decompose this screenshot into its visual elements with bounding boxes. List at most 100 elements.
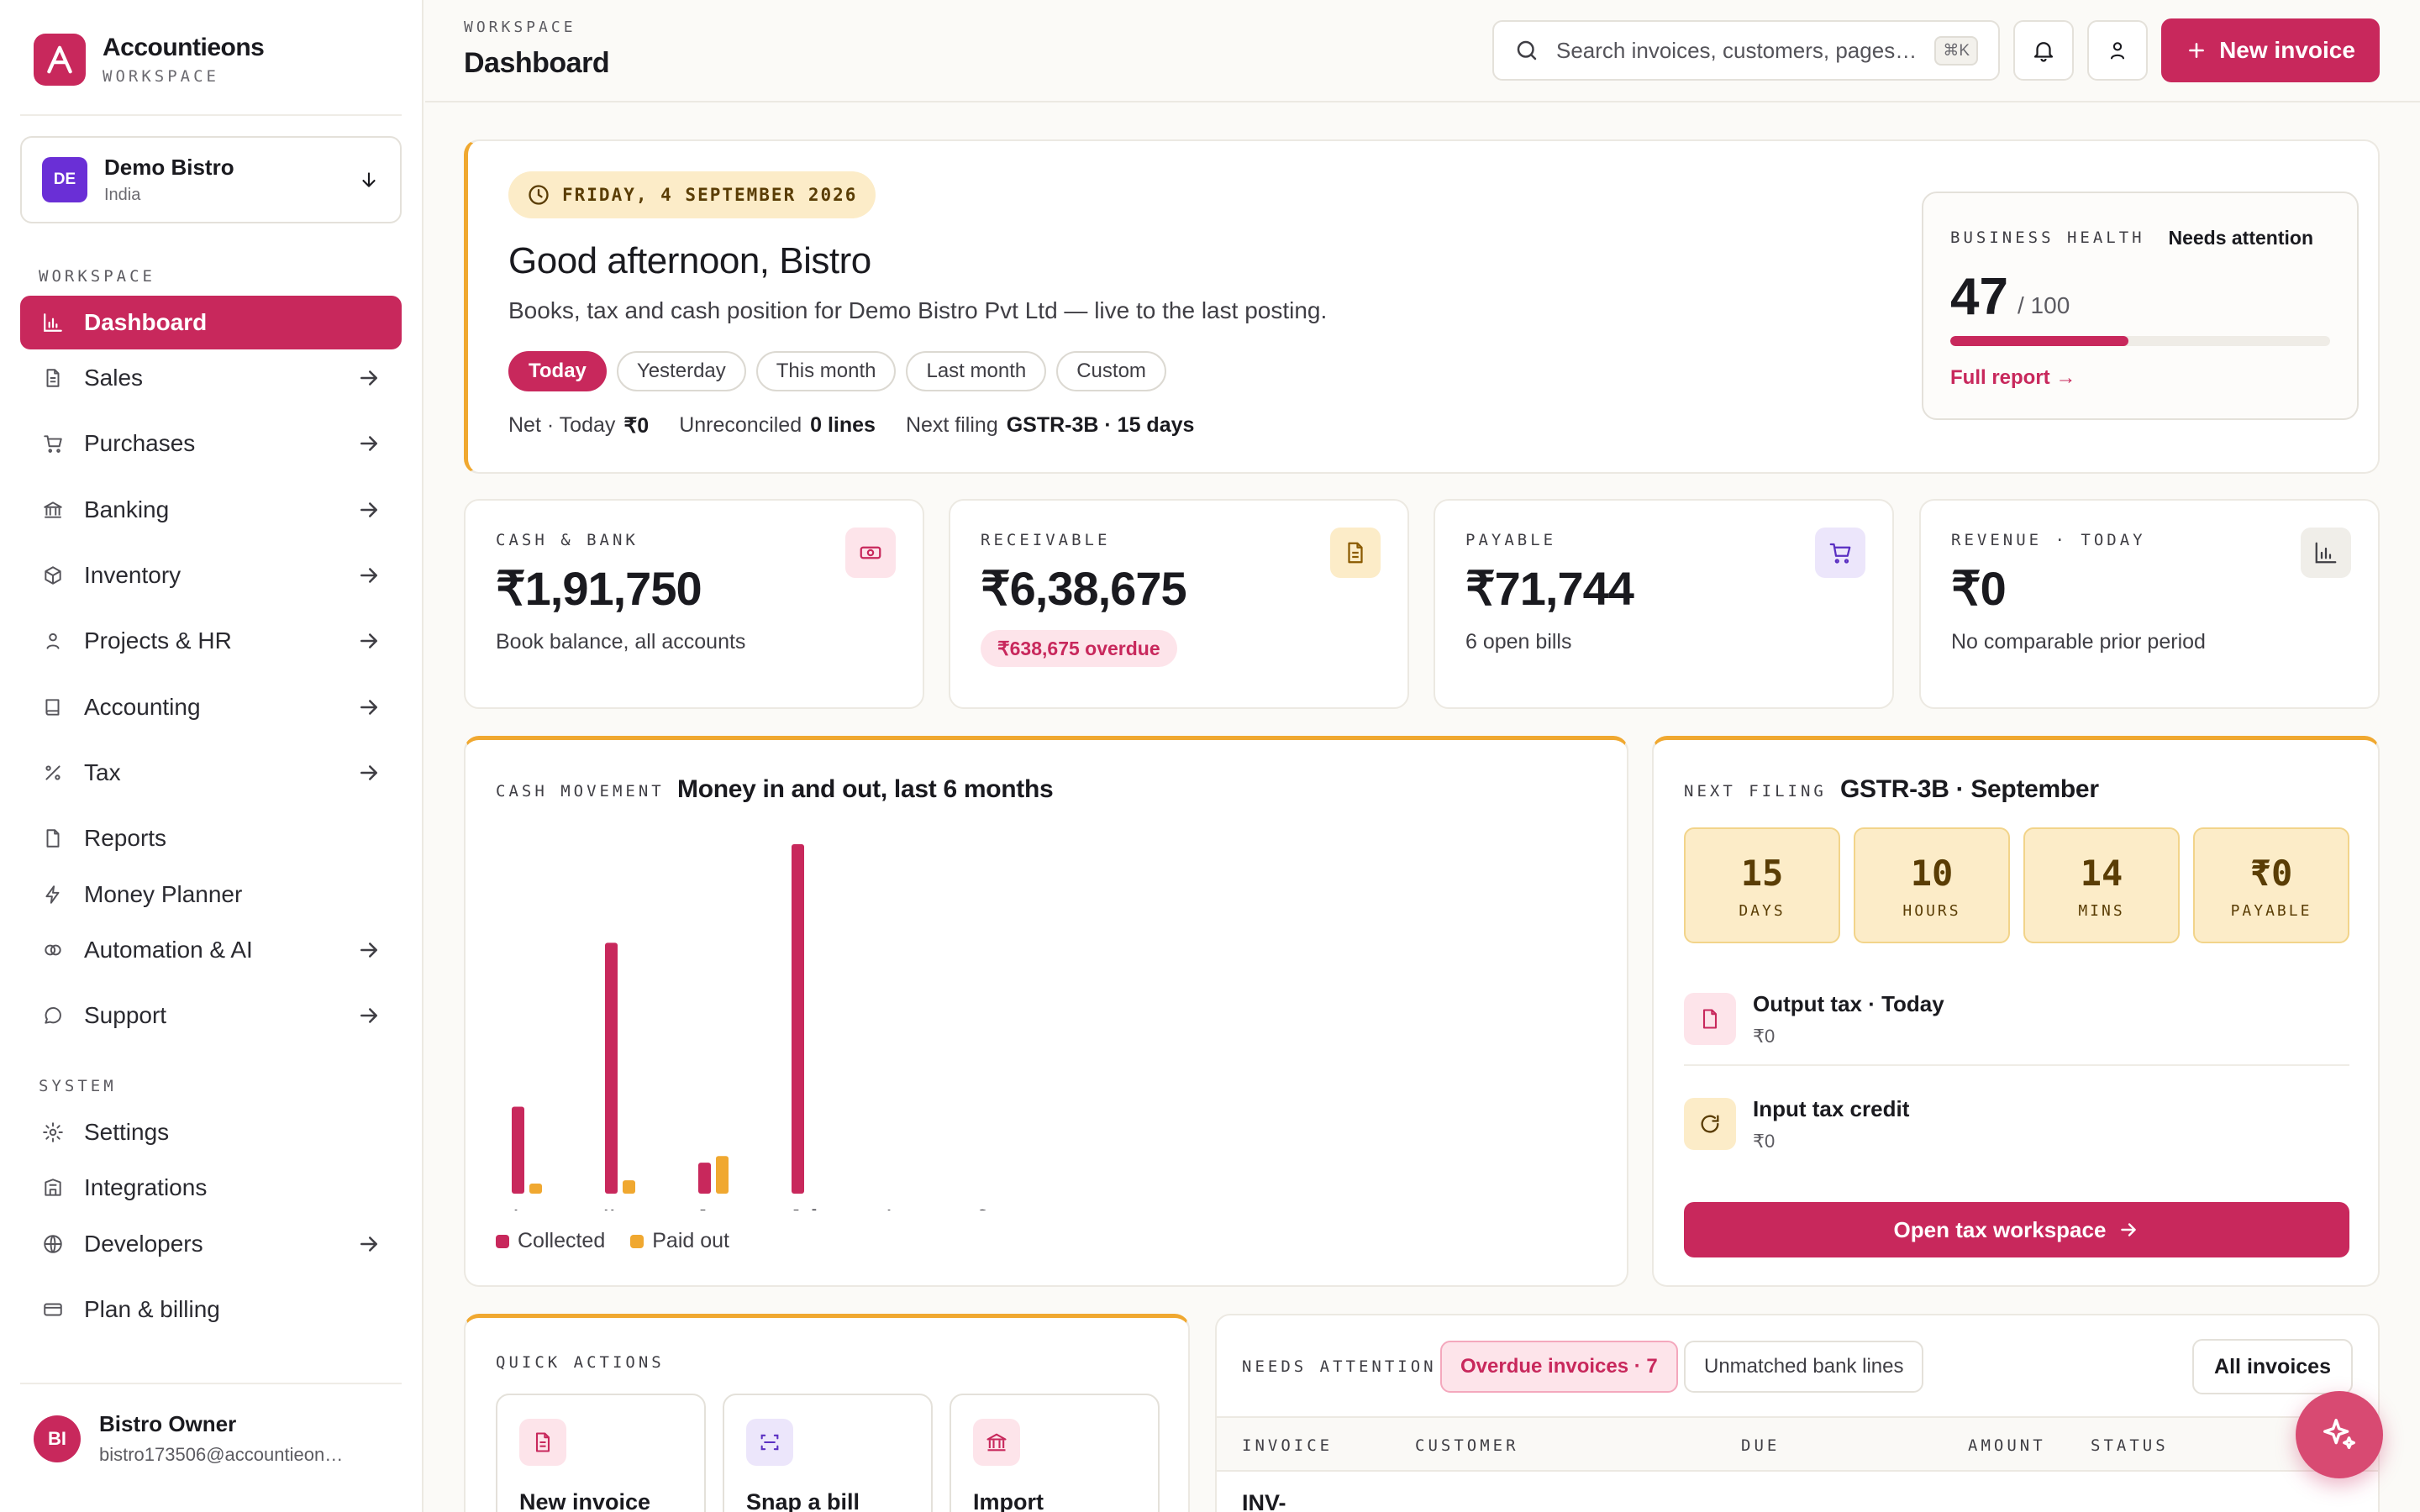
kpi-card-receivable[interactable]: RECEIVABLE ₹6,38,675 ₹638,675 overdue xyxy=(949,499,1409,709)
user-profile[interactable]: BI Bistro Owner bistro173506@accountieon… xyxy=(34,1411,351,1466)
bar-collected-jul[interactable] xyxy=(792,843,804,1194)
sidebar-item-label: Banking xyxy=(84,496,170,522)
sidebar-item-projects-hr[interactable]: Projects & HR xyxy=(20,614,402,668)
sidebar-item-money-planner[interactable]: Money Planner xyxy=(20,868,402,921)
health-max: / 100 xyxy=(2018,292,2070,318)
bar-collected-may[interactable] xyxy=(605,942,618,1194)
brand[interactable]: Accountieons WORKSPACE xyxy=(34,34,265,86)
sidebar-item-inventory[interactable]: Inventory xyxy=(20,549,402,602)
countdown-payable: ₹0 PAYABLE xyxy=(2193,827,2349,943)
breadcrumb: WORKSPACE xyxy=(464,18,576,36)
period-this-month[interactable]: This month xyxy=(755,351,897,391)
tab-overdue-invoices[interactable]: Overdue invoices · 7 xyxy=(1440,1341,1678,1393)
legend-swatch xyxy=(496,1234,509,1248)
legend-label: Paid out xyxy=(652,1229,729,1252)
all-invoices-button[interactable]: All invoices xyxy=(2192,1339,2353,1394)
globe-icon xyxy=(40,1231,66,1257)
sidebar-item-label: Dashboard xyxy=(84,309,208,335)
kpi-card-revenue[interactable]: REVENUE · TODAY ₹0 No comparable prior p… xyxy=(1919,499,2380,709)
sidebar-item-integrations[interactable]: Integrations xyxy=(20,1161,402,1215)
column-header[interactable]: INVOICE xyxy=(1242,1436,1334,1455)
sidebar-item-purchases[interactable]: Purchases xyxy=(20,417,402,470)
bar-collected-apr[interactable] xyxy=(512,1106,524,1194)
tax-row-output[interactable]: Output tax · Today ₹0 xyxy=(1684,974,2349,1066)
book-icon xyxy=(40,695,66,720)
document-icon xyxy=(519,1419,566,1466)
tab-unmatched-bank-lines[interactable]: Unmatched bank lines xyxy=(1684,1341,1924,1393)
button-label: Open tax workspace xyxy=(1893,1216,2107,1242)
quick-action-import[interactable]: Import xyxy=(950,1394,1160,1512)
full-report-link[interactable]: Full report → xyxy=(1950,366,2076,389)
section-label-workspace: WORKSPACE xyxy=(39,267,155,286)
app-name: Accountieons xyxy=(103,34,265,61)
health-score: 47 xyxy=(1950,268,2008,326)
integrations-icon xyxy=(40,1175,66,1200)
arrow-right-icon xyxy=(360,568,377,583)
tax-row-title: Output tax · Today xyxy=(1753,990,1944,1016)
cash-movement-card: CASH MOVEMENT Money in and out, last 6 m… xyxy=(464,736,1628,1287)
ai-assistant-button[interactable] xyxy=(2296,1391,2383,1478)
bell-icon xyxy=(2033,42,2054,62)
table-header: INVOICE CUSTOMER DUE AMOUNT STATUS xyxy=(1217,1416,2378,1472)
new-invoice-button[interactable]: New invoice xyxy=(2161,18,2380,82)
kpi-label: RECEIVABLE xyxy=(981,531,1111,549)
period-yesterday[interactable]: Yesterday xyxy=(616,351,746,391)
tax-row-value: ₹0 xyxy=(1753,1130,1776,1152)
column-header[interactable]: STATUS xyxy=(2091,1436,2169,1455)
period-last-month[interactable]: Last month xyxy=(906,351,1047,391)
bar-paid-out-jun[interactable] xyxy=(716,1156,729,1194)
sidebar-item-automation-ai[interactable]: Automation & AI xyxy=(20,923,402,977)
sidebar-item-plan-billing[interactable]: Plan & billing xyxy=(20,1283,402,1336)
org-country: India xyxy=(104,186,141,204)
person-icon xyxy=(40,628,66,654)
kpi-card-payable[interactable]: PAYABLE ₹71,744 6 open bills xyxy=(1434,499,1894,709)
bar-paid-out-apr[interactable] xyxy=(529,1184,542,1194)
cash-icon xyxy=(845,528,896,578)
sidebar-item-sales[interactable]: Sales xyxy=(20,351,402,405)
countdown-value: 10 xyxy=(1910,853,1954,894)
countdown-value: ₹0 xyxy=(2249,853,2293,894)
column-header[interactable]: DUE xyxy=(1741,1436,1781,1455)
quick-action-snap-bill[interactable]: Snap a bill xyxy=(723,1394,933,1512)
date-pill: FRIDAY, 4 SEPTEMBER 2026 xyxy=(508,171,876,218)
countdown-mins: 14 MINS xyxy=(2023,827,2180,943)
sidebar-item-banking[interactable]: Banking xyxy=(20,483,402,537)
bar-paid-out-may[interactable] xyxy=(623,1180,635,1194)
org-switcher[interactable]: DE Demo Bistro India xyxy=(20,136,402,223)
sidebar-item-tax[interactable]: Tax xyxy=(20,746,402,800)
overdue-badge: ₹638,675 overdue xyxy=(981,630,1177,667)
open-tax-workspace-button[interactable]: Open tax workspace xyxy=(1684,1202,2349,1257)
x-tick-label: Jun xyxy=(697,1206,728,1210)
sidebar-item-dashboard[interactable]: Dashboard xyxy=(20,296,402,349)
tax-row-input-credit[interactable]: Input tax credit ₹0 xyxy=(1684,1078,2349,1170)
account-button[interactable] xyxy=(2087,20,2148,81)
health-progress xyxy=(1950,336,2330,346)
column-header[interactable]: CUSTOMER xyxy=(1415,1436,1519,1455)
search-input[interactable]: Search invoices, customers, pages… ⌘K xyxy=(1492,20,2000,81)
notifications-button[interactable] xyxy=(2013,20,2074,81)
sidebar-item-support[interactable]: Support xyxy=(20,989,402,1042)
sparkle-icon xyxy=(2323,1419,2355,1450)
x-tick-label: May xyxy=(604,1206,634,1210)
period-today[interactable]: Today xyxy=(508,351,607,391)
sidebar-item-accounting[interactable]: Accounting xyxy=(20,680,402,734)
countdown-value: 15 xyxy=(1740,853,1784,894)
cart-icon xyxy=(1815,528,1865,578)
quick-action-new-invoice[interactable]: New invoice xyxy=(496,1394,706,1512)
period-custom[interactable]: Custom xyxy=(1056,351,1166,391)
column-header[interactable]: AMOUNT xyxy=(1968,1436,2046,1455)
arrow-right-icon xyxy=(360,370,377,386)
bar-chart-icon xyxy=(40,310,66,335)
sidebar-item-settings[interactable]: Settings xyxy=(20,1105,402,1159)
filing-label: NEXT FILING xyxy=(1684,782,1827,801)
scan-icon xyxy=(746,1419,793,1466)
bar-collected-jun[interactable] xyxy=(698,1163,711,1194)
sidebar-item-developers[interactable]: Developers xyxy=(20,1217,402,1271)
kpi-sub: Book balance, all accounts xyxy=(496,630,746,654)
sidebar-item-reports[interactable]: Reports xyxy=(20,811,402,865)
kpi-card-cash[interactable]: CASH & BANK ₹1,91,750 Book balance, all … xyxy=(464,499,924,709)
kpi-label: CASH & BANK xyxy=(496,531,639,549)
sidebar-item-label: Plan & billing xyxy=(84,1296,220,1322)
invoice-cell[interactable]: INV- xyxy=(1242,1490,1286,1512)
date-text: FRIDAY, 4 SEPTEMBER 2026 xyxy=(562,185,858,205)
